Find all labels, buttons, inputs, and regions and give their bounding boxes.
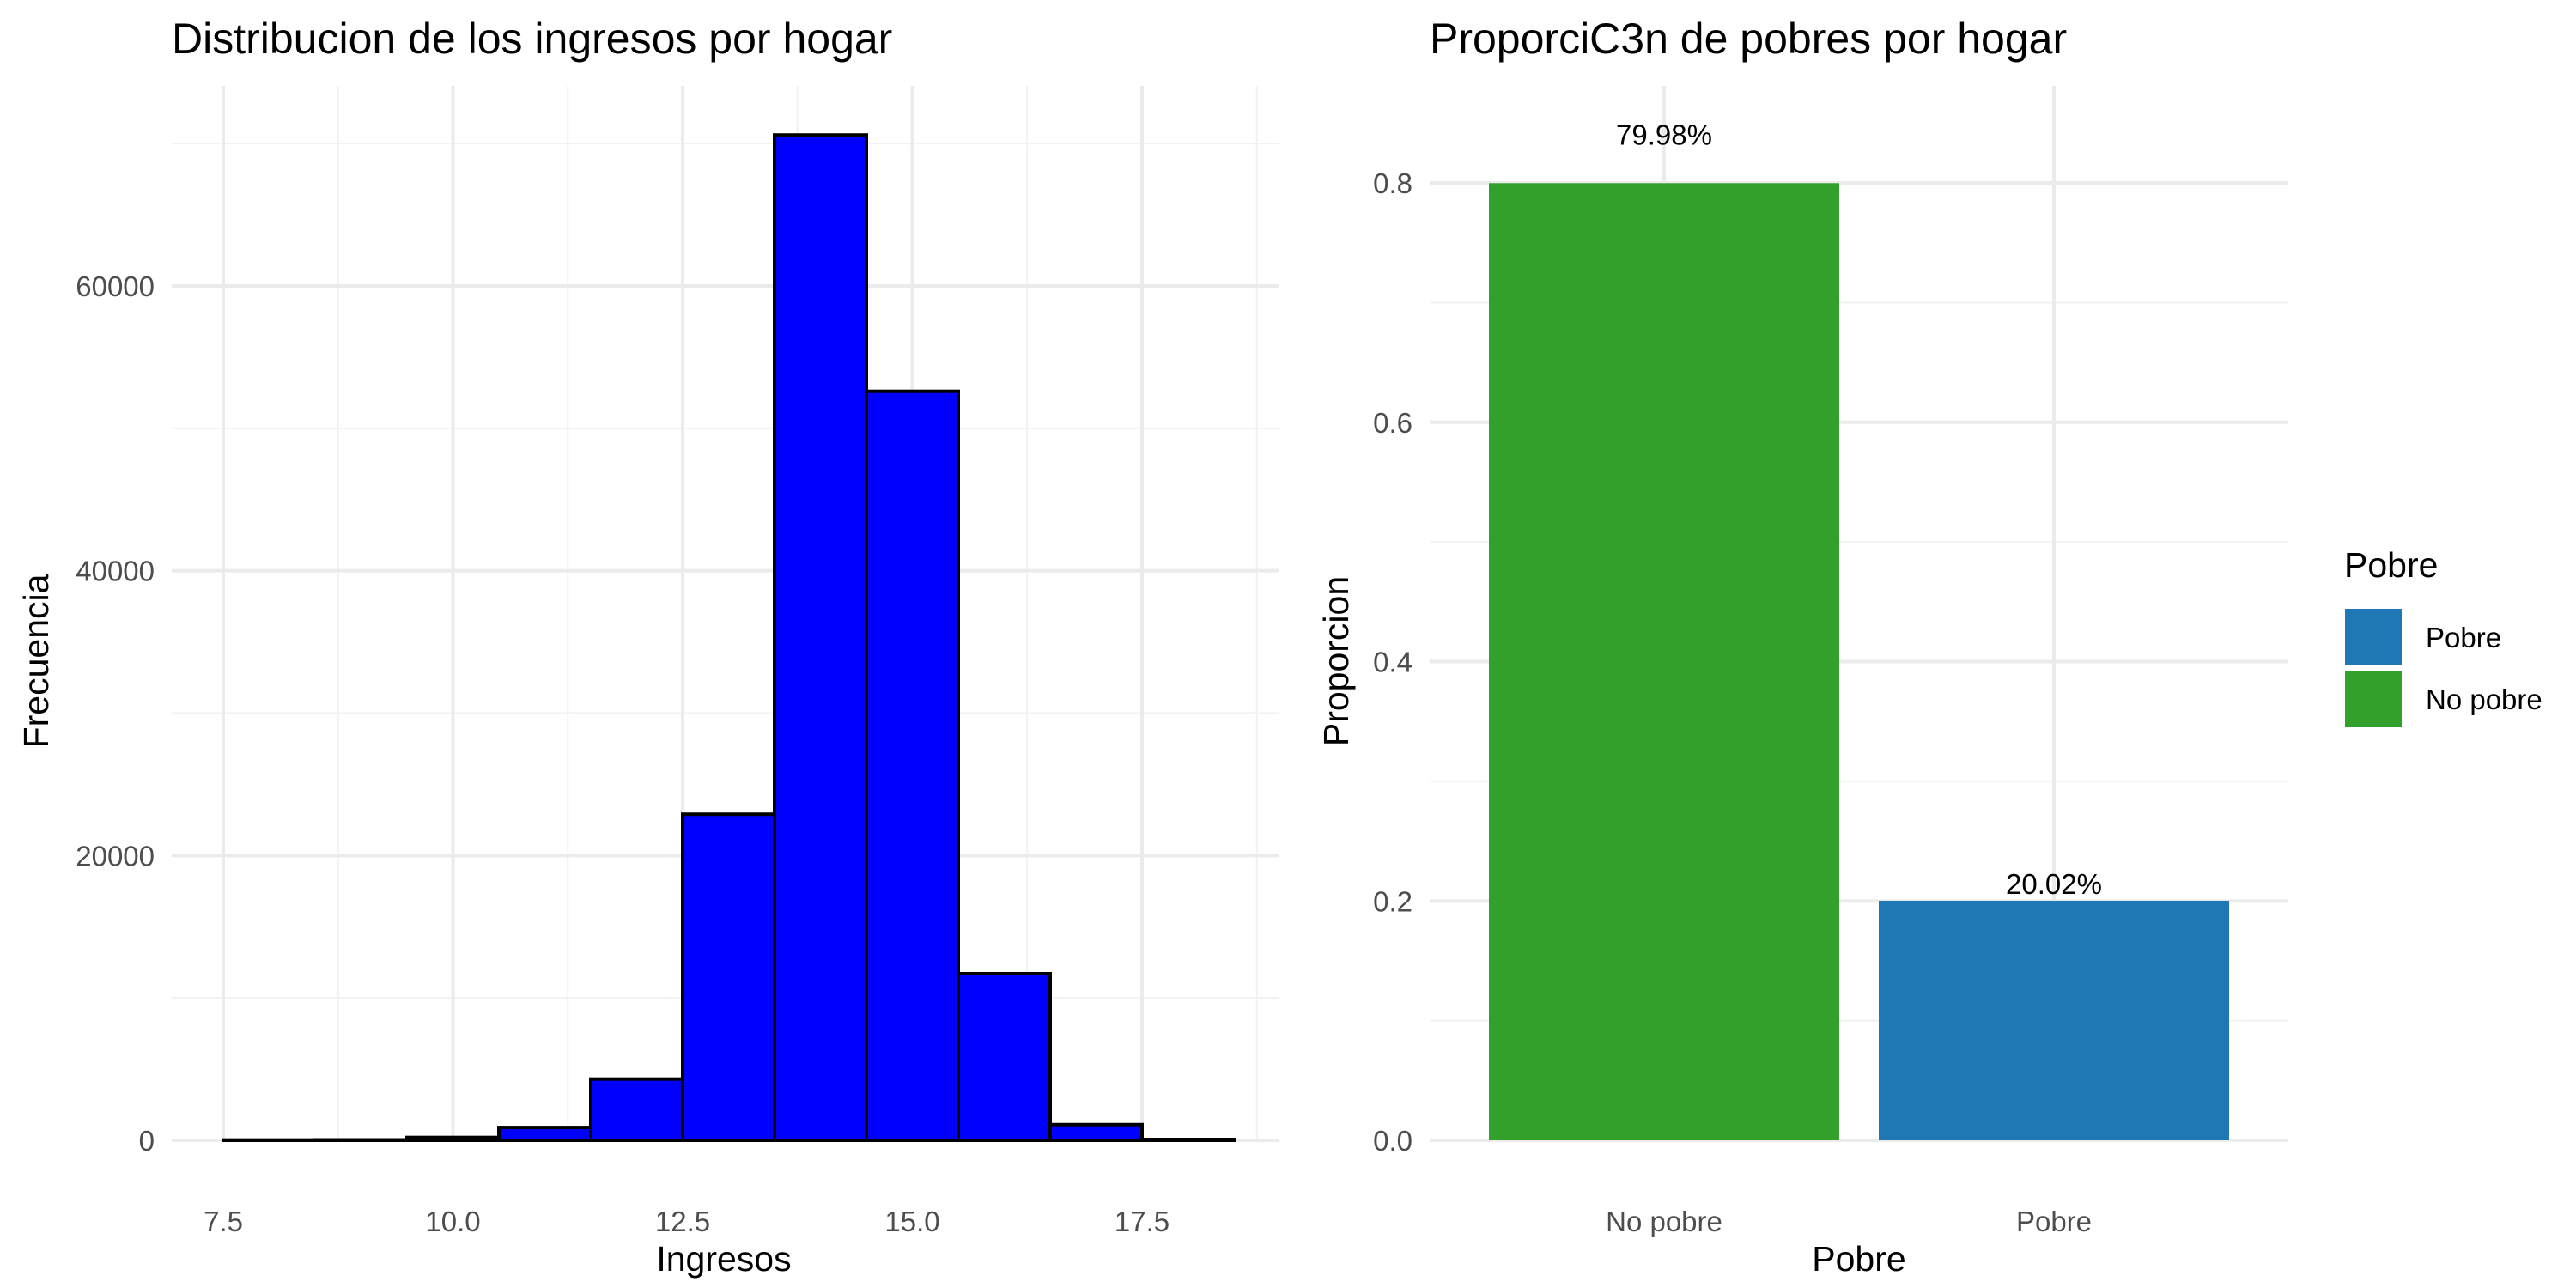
proportion-y-tick-label: 0.2 — [1373, 885, 1413, 917]
histogram-x-tick-label: 15.0 — [884, 1206, 939, 1237]
histogram-bar — [773, 133, 868, 1142]
proportion-bar-no-pobre — [1489, 183, 1839, 1140]
proportion-data-label: 20.02% — [2006, 868, 2102, 900]
legend: Pobre Pobre No pobre — [2344, 545, 2543, 727]
histogram-x-tick-label: 7.5 — [204, 1206, 243, 1237]
histogram-bar — [405, 1135, 501, 1143]
histogram-y-axis-label: Frecuencia — [16, 574, 56, 748]
histogram-panel: Distribucion de los ingresos por hogar 7… — [16, 15, 1279, 1279]
proportion-y-tick-label: 0.6 — [1373, 407, 1413, 439]
histogram-bar — [681, 812, 776, 1142]
histogram-bar — [589, 1077, 684, 1142]
proportion-data-label: 79.98% — [1616, 118, 1712, 150]
histogram-bar — [957, 971, 1052, 1142]
proportion-data-labels: 79.98% 20.02% — [1616, 118, 2102, 900]
proportion-y-ticks: 0.0 0.2 0.4 0.6 0.8 — [1373, 167, 1413, 1157]
proportion-y-tick-label: 0.4 — [1373, 647, 1413, 678]
histogram-bar — [1140, 1138, 1236, 1143]
legend-label-no-pobre: No pobre — [2426, 683, 2543, 715]
proportion-x-tick-label: Pobre — [2016, 1206, 2092, 1237]
histogram-bar — [497, 1126, 592, 1142]
legend-swatch-no-pobre — [2345, 671, 2402, 727]
legend-title: Pobre — [2344, 545, 2438, 585]
histogram-bars — [222, 133, 1236, 1143]
histogram-x-tick-label: 12.5 — [655, 1206, 710, 1237]
legend-swatch-pobre — [2345, 609, 2402, 665]
histogram-bar — [865, 389, 960, 1142]
histogram-y-tick-label: 0 — [139, 1125, 155, 1157]
histogram-y-tick-label: 20000 — [76, 840, 155, 872]
histogram-x-tick-label: 17.5 — [1115, 1206, 1170, 1237]
proportion-bar-pobre — [1879, 900, 2229, 1140]
histogram-x-axis-label: Ingresos — [656, 1239, 791, 1279]
histogram-bar — [1048, 1122, 1144, 1142]
proportion-title: ProporciC3n de pobres por hogar — [1430, 15, 2067, 63]
proportion-panel: ProporciC3n de pobres por hogar 79.98% 20… — [1316, 15, 2288, 1279]
histogram-y-tick-label: 40000 — [76, 556, 155, 587]
histogram-y-ticks: 0 20000 40000 60000 — [76, 270, 155, 1157]
proportion-x-ticks: No pobre Pobre — [1606, 1206, 2092, 1237]
legend-label-pobre: Pobre — [2426, 622, 2501, 653]
proportion-y-axis-label: Proporcion — [1316, 576, 1356, 746]
proportion-bars — [1489, 183, 2229, 1140]
proportion-x-tick-label: No pobre — [1606, 1206, 1722, 1237]
histogram-x-ticks: 7.5 10.0 12.5 15.0 17.5 — [204, 1206, 1170, 1237]
proportion-x-axis-label: Pobre — [1812, 1239, 1905, 1279]
histogram-x-tick-label: 10.0 — [425, 1206, 480, 1237]
proportion-y-tick-label: 0.0 — [1373, 1125, 1413, 1157]
histogram-y-tick-label: 60000 — [76, 270, 155, 302]
proportion-y-tick-label: 0.8 — [1373, 167, 1413, 199]
histogram-title: Distribucion de los ingresos por hogar — [172, 15, 892, 63]
